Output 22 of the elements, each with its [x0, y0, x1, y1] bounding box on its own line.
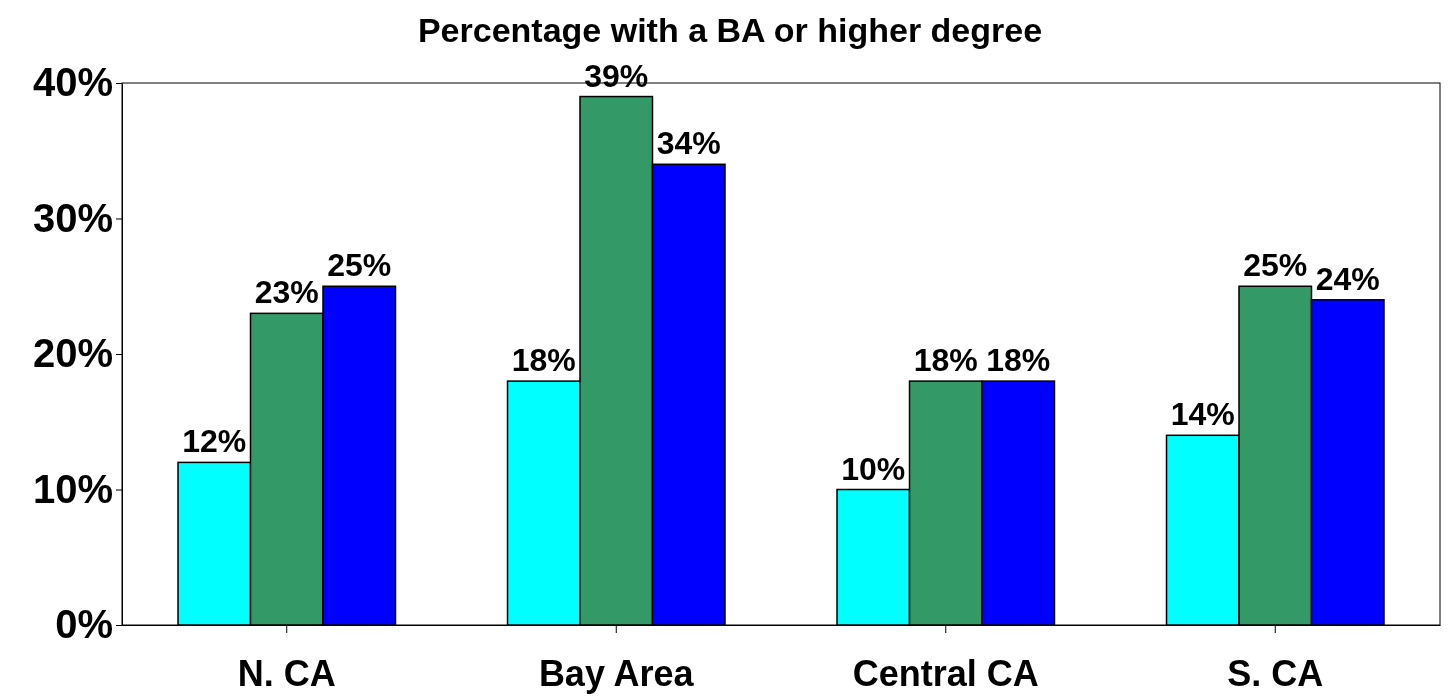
data-label: 10%: [841, 450, 906, 487]
data-label: 23%: [254, 274, 319, 311]
x-tick-label: N. CA: [237, 653, 336, 695]
data-label: 34%: [656, 125, 721, 162]
chart-title: Percentage with a BA or higher degree: [417, 11, 1043, 49]
y-tick-label: 10%: [32, 466, 113, 511]
y-tick-label: 20%: [32, 331, 113, 376]
x-tick-label: Central CA: [852, 653, 1039, 695]
y-tick-label: 40%: [32, 60, 113, 105]
data-label: 39%: [584, 57, 649, 94]
data-label: 12%: [182, 423, 247, 460]
x-tick-label: S. CA: [1227, 653, 1324, 695]
data-label: 14%: [1170, 396, 1235, 433]
data-label: 25%: [327, 247, 392, 284]
y-tick-label: 30%: [32, 195, 113, 240]
x-tick-label: Bay Area: [538, 653, 695, 695]
y-tick-label: 0%: [55, 602, 113, 647]
data-label: 18%: [511, 342, 576, 379]
data-label: 25%: [1243, 247, 1308, 284]
data-label: 18%: [986, 342, 1051, 379]
data-label: 18%: [913, 342, 978, 379]
data-label: 24%: [1315, 260, 1380, 297]
